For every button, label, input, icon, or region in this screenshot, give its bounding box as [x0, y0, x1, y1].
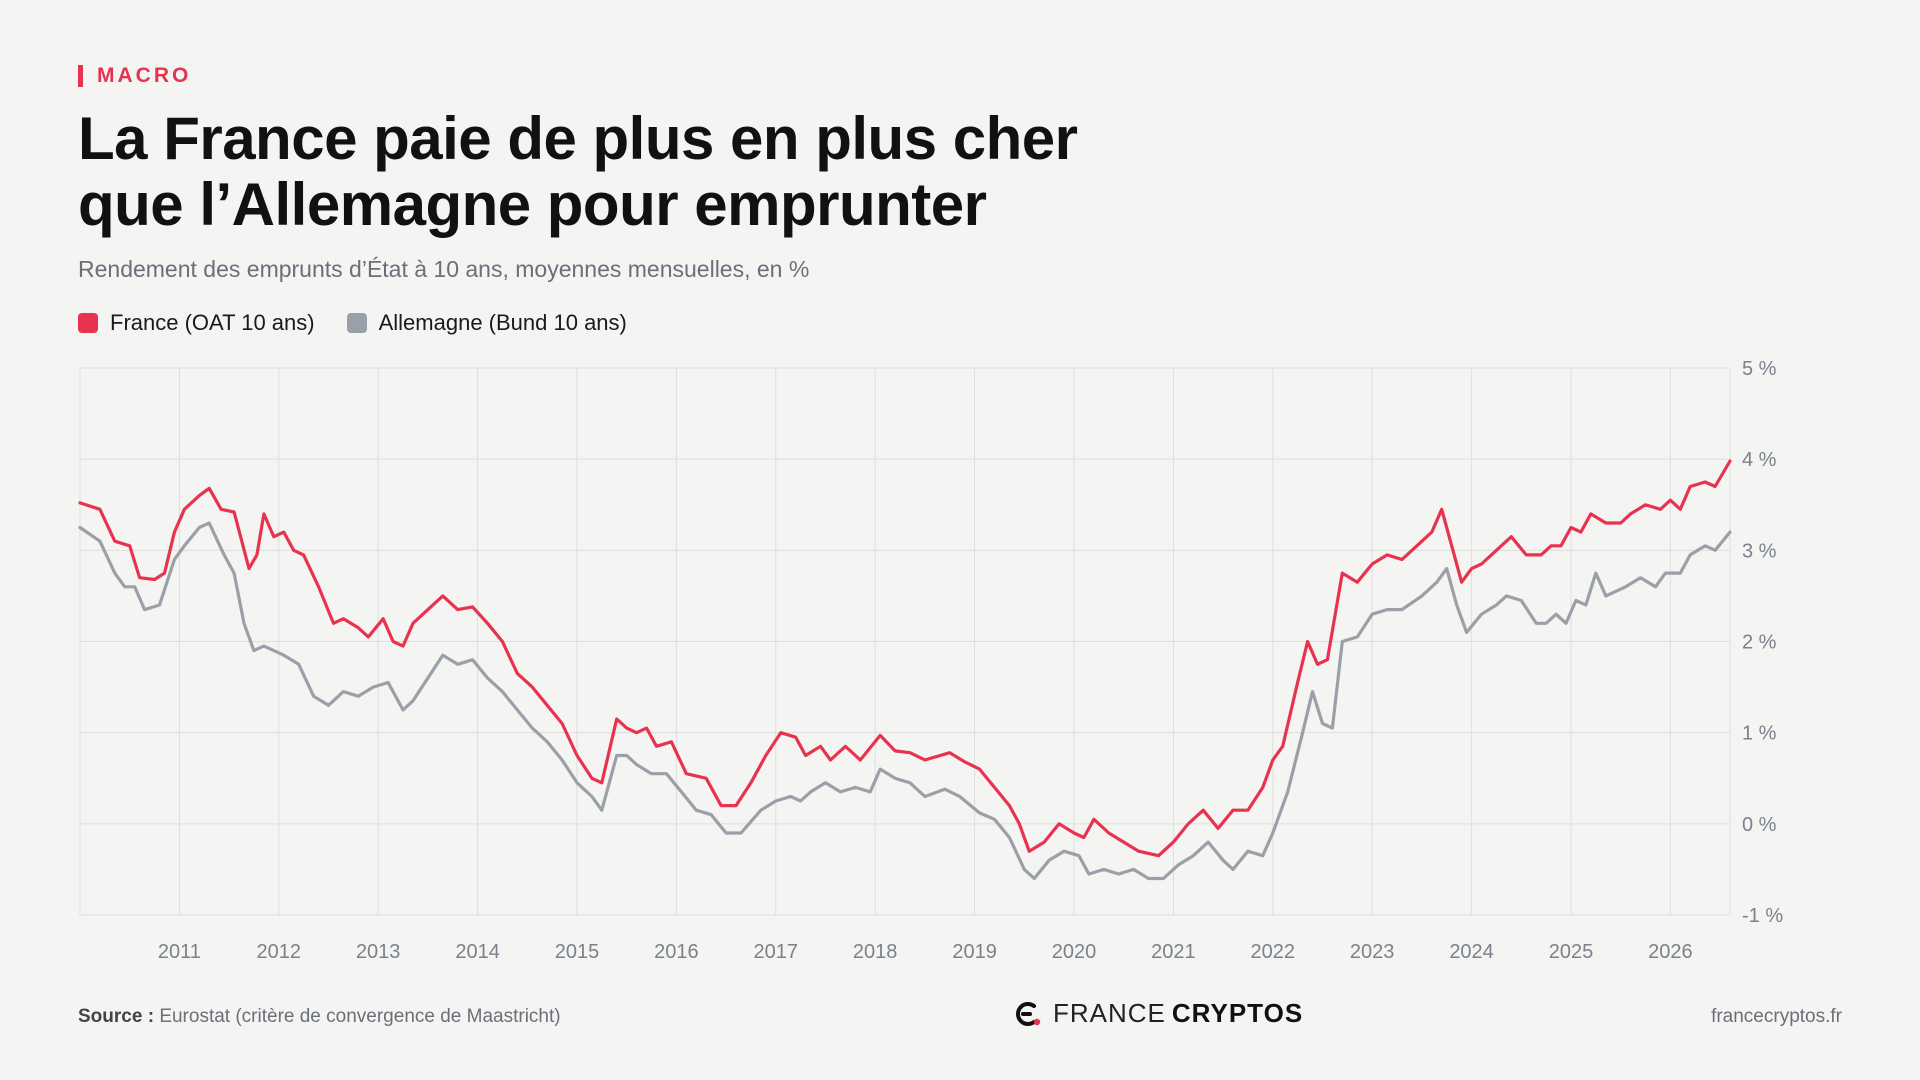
x-tick-label: 2018 [853, 941, 898, 963]
y-tick-label: 1 % [1742, 723, 1777, 745]
page-title: La France paie de plus en plus cher que … [78, 106, 1278, 238]
title-line-2: que l’Allemagne pour emprunter [78, 171, 987, 238]
chart-series [78, 459, 1732, 881]
kicker: MACRO [78, 64, 191, 88]
x-tick-label: 2022 [1251, 941, 1296, 963]
y-tick-label: 0 % [1742, 814, 1777, 836]
y-tick-label: 4 % [1742, 449, 1777, 471]
x-tick-label: 2021 [1151, 941, 1196, 963]
x-tick-label: 2011 [158, 941, 201, 963]
legend-label-germany: Allemagne (Bund 10 ans) [378, 310, 627, 335]
legend-item-germany: Allemagne (Bund 10 ans) [346, 310, 627, 336]
legend-label-france: France (OAT 10 ans) [110, 310, 315, 335]
y-tick-label: 2 % [1742, 632, 1777, 654]
x-tick-label: 2012 [257, 941, 302, 963]
x-tick-label: 2014 [455, 941, 500, 963]
x-tick-label: 2017 [754, 941, 799, 963]
series-line-france [78, 459, 1732, 858]
kicker-label: MACRO [97, 64, 192, 87]
x-tick-label: 2023 [1350, 941, 1395, 963]
y-tick-label: -1 % [1742, 905, 1783, 927]
x-tick-label: 2015 [555, 941, 600, 963]
chart-legend: France (OAT 10 ans) Allemagne (Bund 10 a… [78, 310, 627, 336]
page-subtitle: Rendement des emprunts d’État à 10 ans, … [78, 256, 810, 282]
logo-text-france: FRANCE [1053, 998, 1166, 1028]
france-cryptos-logo-icon [1016, 1001, 1041, 1026]
series-line-germany [78, 521, 1732, 881]
title-line-1: La France paie de plus en plus cher [78, 105, 1078, 172]
x-tick-label: 2024 [1449, 941, 1494, 963]
legend-swatch-france [78, 313, 98, 333]
y-tick-label: 3 % [1742, 540, 1777, 562]
brand-logo[interactable]: FRANCE CRYPTOS [1015, 998, 1303, 1029]
source-note: Source : Eurostat (critère de convergenc… [78, 1006, 561, 1028]
x-tick-label: 2013 [356, 941, 401, 963]
x-tick-label: 2020 [1052, 941, 1097, 963]
source-label: Source : [78, 1006, 155, 1027]
y-tick-label: 5 % [1742, 358, 1777, 380]
kicker-bar [78, 65, 83, 87]
x-tick-label: 2019 [952, 941, 997, 963]
x-tick-label: 2025 [1549, 941, 1594, 963]
legend-item-france: France (OAT 10 ans) [78, 310, 315, 336]
x-tick-label: 2016 [654, 941, 699, 963]
chart-grid [79, 367, 1731, 916]
x-tick-label: 2026 [1648, 941, 1693, 963]
logo-text-cryptos: CRYPTOS [1171, 998, 1304, 1028]
legend-swatch-germany [346, 313, 367, 333]
chart-axes: 5 % 4 % 3 % 2 % 1 % 0 % -1 % 2011 2012 2013 2014 20… [158, 358, 1783, 963]
source-text: Eurostat (critère de convergence de Maas… [159, 1006, 561, 1027]
website-link[interactable]: francecryptos.fr [1711, 1006, 1842, 1027]
